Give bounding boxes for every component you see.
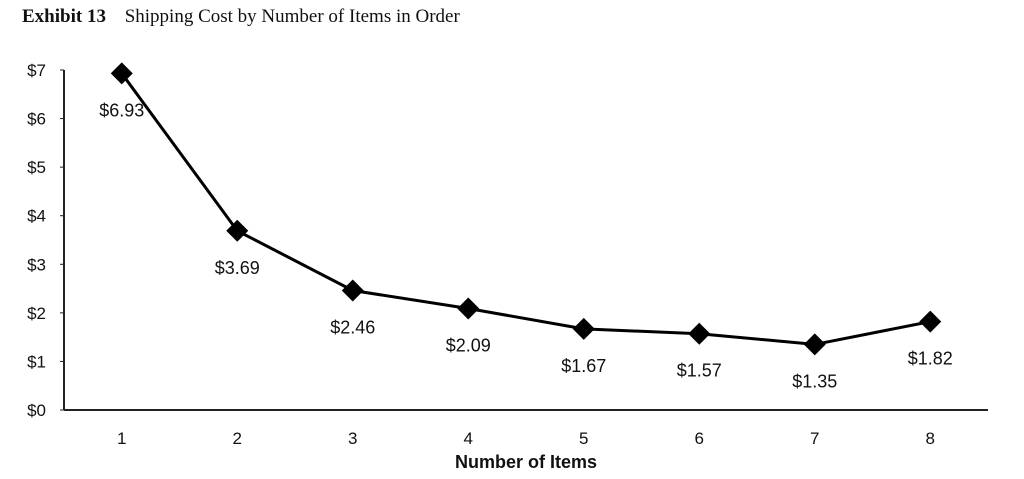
y-tick-label: $7 [27,61,46,80]
y-tick-label: $1 [27,352,46,371]
x-tick-label: 5 [579,429,588,448]
data-label: $2.09 [446,335,491,355]
data-label: $1.57 [677,361,722,381]
x-tick-label: 4 [464,429,473,448]
y-tick-label: $4 [27,207,46,226]
y-tick-label: $5 [27,158,46,177]
chart-title-row: Exhibit 13 Shipping Cost by Number of It… [22,6,460,28]
data-point-marker [341,279,364,302]
exhibit-label: Exhibit 13 [22,6,106,27]
data-label: $1.35 [792,371,837,391]
y-tick-label: $3 [27,255,46,274]
data-point-marker [919,310,942,333]
data-point-marker [457,297,480,320]
data-point-marker [688,322,711,345]
x-tick-label: 3 [348,429,357,448]
x-tick-label: 1 [117,429,126,448]
data-point-marker [110,62,133,85]
y-tick-label: $0 [27,401,46,420]
x-axis-title: Number of Items [455,452,597,472]
x-tick-label: 2 [233,429,242,448]
x-tick-label: 7 [810,429,819,448]
y-tick-label: $2 [27,304,46,323]
data-label: $1.67 [561,356,606,376]
data-point-marker [226,219,249,242]
data-label: $2.46 [330,318,375,338]
data-label: $1.82 [908,349,953,369]
data-point-marker [803,333,826,356]
y-tick-label: $6 [27,110,46,129]
data-label: $6.93 [99,100,144,120]
data-point-marker [572,317,595,340]
series-line [120,72,931,346]
x-tick-label: 8 [926,429,935,448]
x-tick-label: 6 [695,429,704,448]
chart-title: Shipping Cost by Number of Items in Orde… [124,6,460,27]
data-label: $3.69 [215,258,260,278]
